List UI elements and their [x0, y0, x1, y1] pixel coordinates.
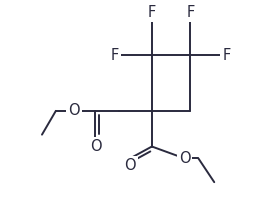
Text: O: O: [68, 103, 80, 118]
Text: F: F: [222, 48, 230, 63]
Text: F: F: [111, 48, 119, 63]
Text: F: F: [186, 5, 195, 20]
Text: O: O: [124, 158, 136, 173]
Text: O: O: [179, 151, 190, 166]
Text: O: O: [90, 139, 101, 154]
Text: F: F: [148, 5, 156, 20]
